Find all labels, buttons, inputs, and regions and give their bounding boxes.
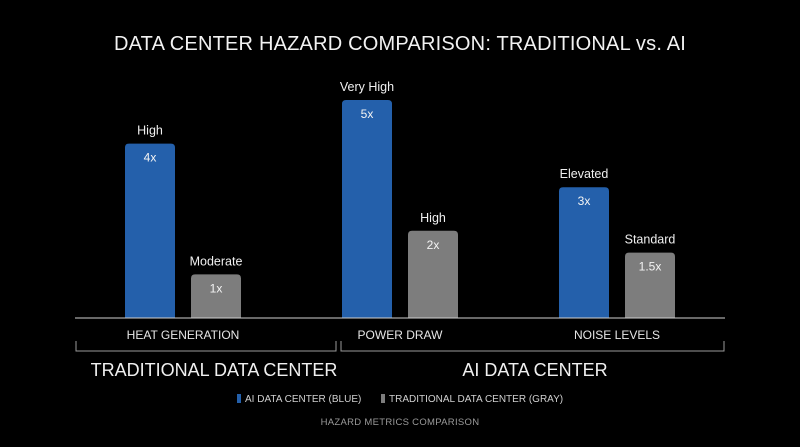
level-label-ai-heat-generation: High bbox=[137, 124, 163, 138]
legend-label-traditional: TRADITIONAL DATA CENTER (GRAY) bbox=[389, 394, 563, 405]
bar-traditional-heat-generation bbox=[191, 274, 241, 318]
bar-ai-heat-generation bbox=[125, 143, 175, 318]
value-label-ai-noise-levels: 3x bbox=[578, 194, 591, 208]
category-label-heat-generation: HEAT GENERATION bbox=[127, 328, 240, 342]
ai-group-label: AI DATA CENTER bbox=[462, 360, 607, 380]
value-label-ai-power-draw: 5x bbox=[361, 107, 374, 121]
bar-ai-power-draw bbox=[342, 100, 392, 318]
value-label-traditional-heat-generation: 1x bbox=[210, 281, 223, 295]
ai-group-bracket bbox=[340, 341, 725, 352]
bar-traditional-noise-levels bbox=[625, 252, 675, 318]
category-label-noise-levels: NOISE LEVELS bbox=[574, 328, 660, 342]
traditional-group-label: TRADITIONAL DATA CENTER bbox=[91, 360, 338, 380]
value-label-traditional-noise-levels: 1.5x bbox=[639, 260, 662, 274]
level-label-ai-noise-levels: Elevated bbox=[560, 167, 609, 181]
legend-label-ai: AI DATA CENTER (BLUE) bbox=[245, 394, 361, 405]
category-label-power-draw: POWER DRAW bbox=[358, 328, 444, 342]
traditional-group-bracket bbox=[75, 341, 337, 352]
level-label-ai-power-draw: Very High bbox=[340, 80, 394, 94]
bar-ai-noise-levels bbox=[559, 187, 609, 318]
level-label-traditional-power-draw: High bbox=[420, 211, 446, 225]
level-label-traditional-heat-generation: Moderate bbox=[190, 254, 243, 268]
legend-swatch-ai bbox=[237, 394, 241, 403]
value-label-traditional-power-draw: 2x bbox=[427, 238, 440, 252]
level-label-traditional-noise-levels: Standard bbox=[625, 233, 676, 247]
bars-layer: 4x High 1x Moderate 5x Very High 2x High 3x Eleva… bbox=[125, 80, 675, 318]
value-label-ai-heat-generation: 4x bbox=[144, 151, 157, 165]
chart-title: DATA CENTER HAZARD COMPARISON: TRADITION… bbox=[114, 33, 686, 55]
legend-swatch-traditional bbox=[381, 394, 385, 403]
bar-traditional-power-draw bbox=[408, 230, 458, 318]
footer-caption: HAZARD METRICS COMPARISON bbox=[321, 417, 480, 428]
